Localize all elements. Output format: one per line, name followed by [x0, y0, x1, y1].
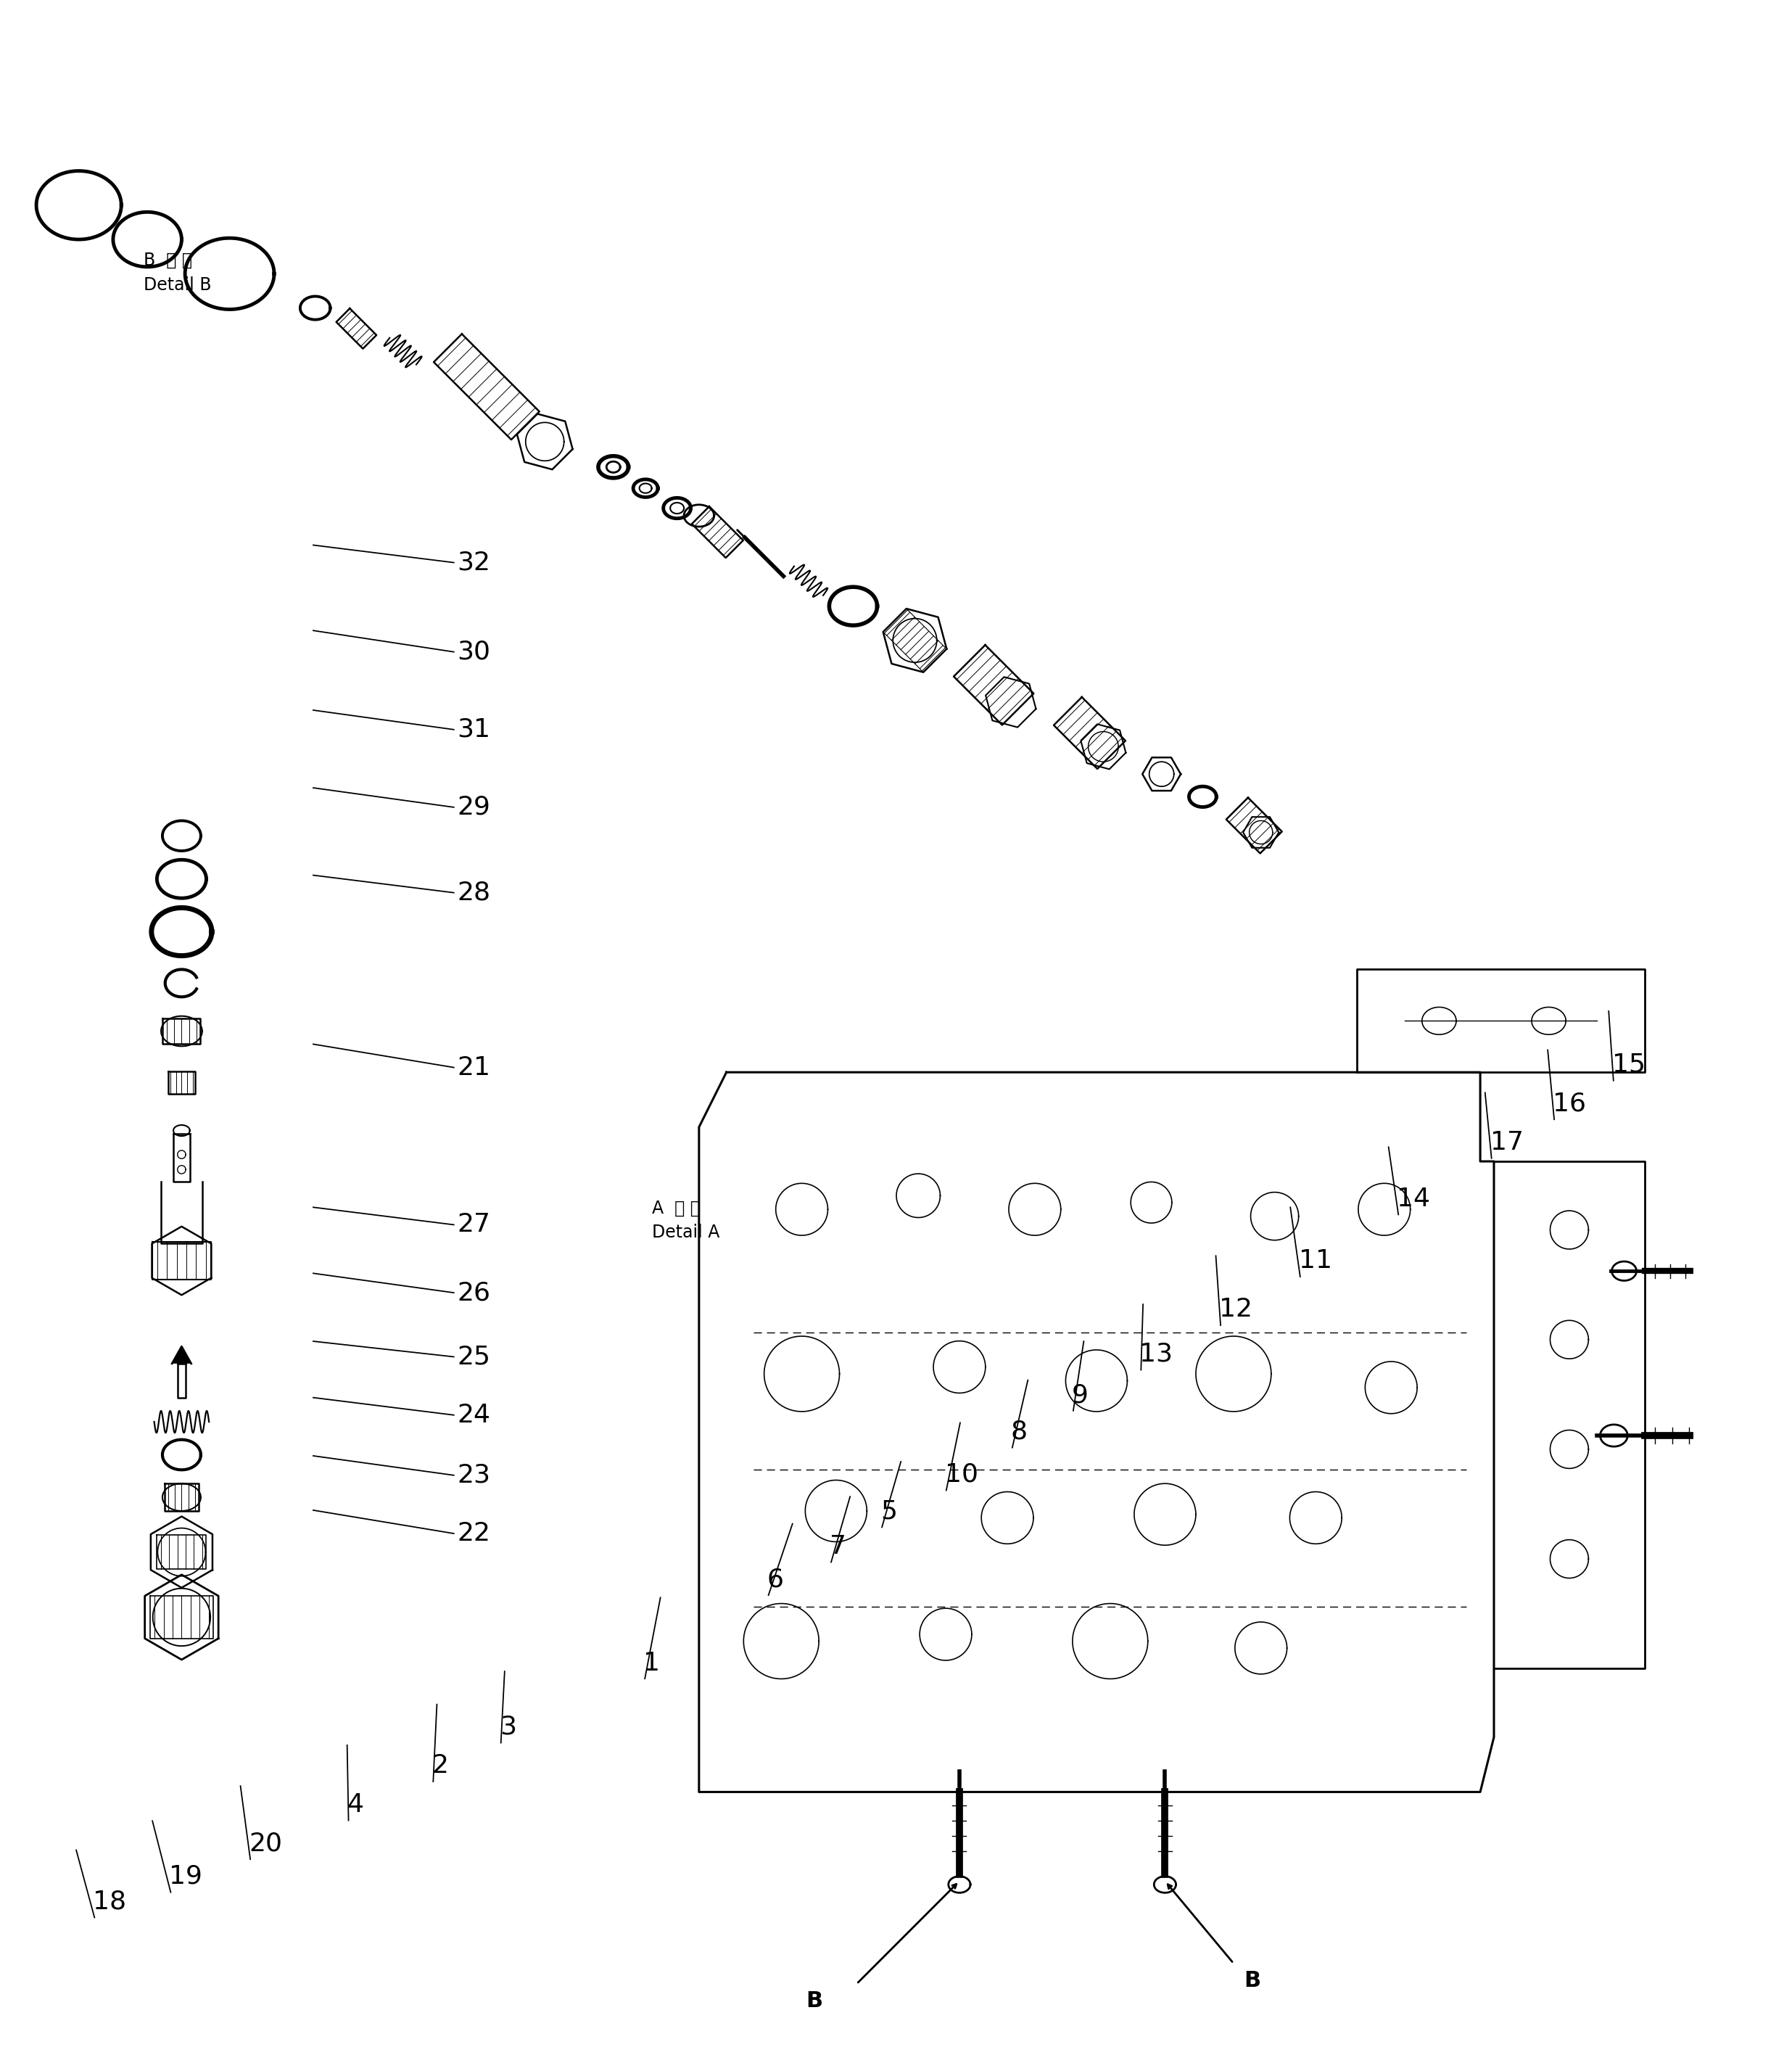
- Text: B: B: [806, 1991, 823, 2012]
- Text: 5: 5: [880, 1500, 898, 1525]
- Text: 9: 9: [1072, 1383, 1088, 1408]
- Text: 11: 11: [1299, 1249, 1331, 1274]
- Text: 19: 19: [168, 1864, 202, 1889]
- Text: 27: 27: [457, 1212, 491, 1237]
- Text: 13: 13: [1140, 1342, 1174, 1367]
- Text: 31: 31: [457, 717, 491, 742]
- Text: B: B: [1244, 1971, 1260, 1991]
- Text: 15: 15: [1613, 1052, 1645, 1077]
- Text: 22: 22: [457, 1521, 491, 1545]
- Text: 4: 4: [348, 1792, 364, 1817]
- Text: 26: 26: [457, 1280, 491, 1305]
- Text: 3: 3: [500, 1714, 516, 1739]
- Text: 17: 17: [1491, 1130, 1523, 1155]
- Text: 32: 32: [457, 551, 491, 575]
- Polygon shape: [172, 1346, 192, 1365]
- Text: B  詳 細
Detail B: B 詳 細 Detail B: [143, 253, 211, 294]
- Text: A  詳 細
Detail A: A 詳 細 Detail A: [652, 1200, 720, 1241]
- Text: 6: 6: [767, 1568, 783, 1593]
- Text: 30: 30: [457, 639, 491, 664]
- Text: 18: 18: [93, 1889, 127, 1913]
- Text: 16: 16: [1554, 1091, 1586, 1116]
- Text: 20: 20: [249, 1831, 283, 1856]
- Text: 28: 28: [457, 880, 491, 904]
- Text: 12: 12: [1219, 1297, 1253, 1321]
- Text: 29: 29: [457, 795, 491, 820]
- Text: 21: 21: [457, 1054, 491, 1079]
- Text: 1: 1: [643, 1650, 659, 1675]
- Text: 25: 25: [457, 1344, 491, 1369]
- Text: 24: 24: [457, 1404, 491, 1428]
- Text: 10: 10: [944, 1463, 978, 1488]
- Text: 14: 14: [1398, 1186, 1430, 1210]
- Text: 7: 7: [830, 1535, 846, 1560]
- Text: 8: 8: [1011, 1420, 1027, 1445]
- Text: 2: 2: [432, 1753, 448, 1778]
- Text: 23: 23: [457, 1463, 491, 1488]
